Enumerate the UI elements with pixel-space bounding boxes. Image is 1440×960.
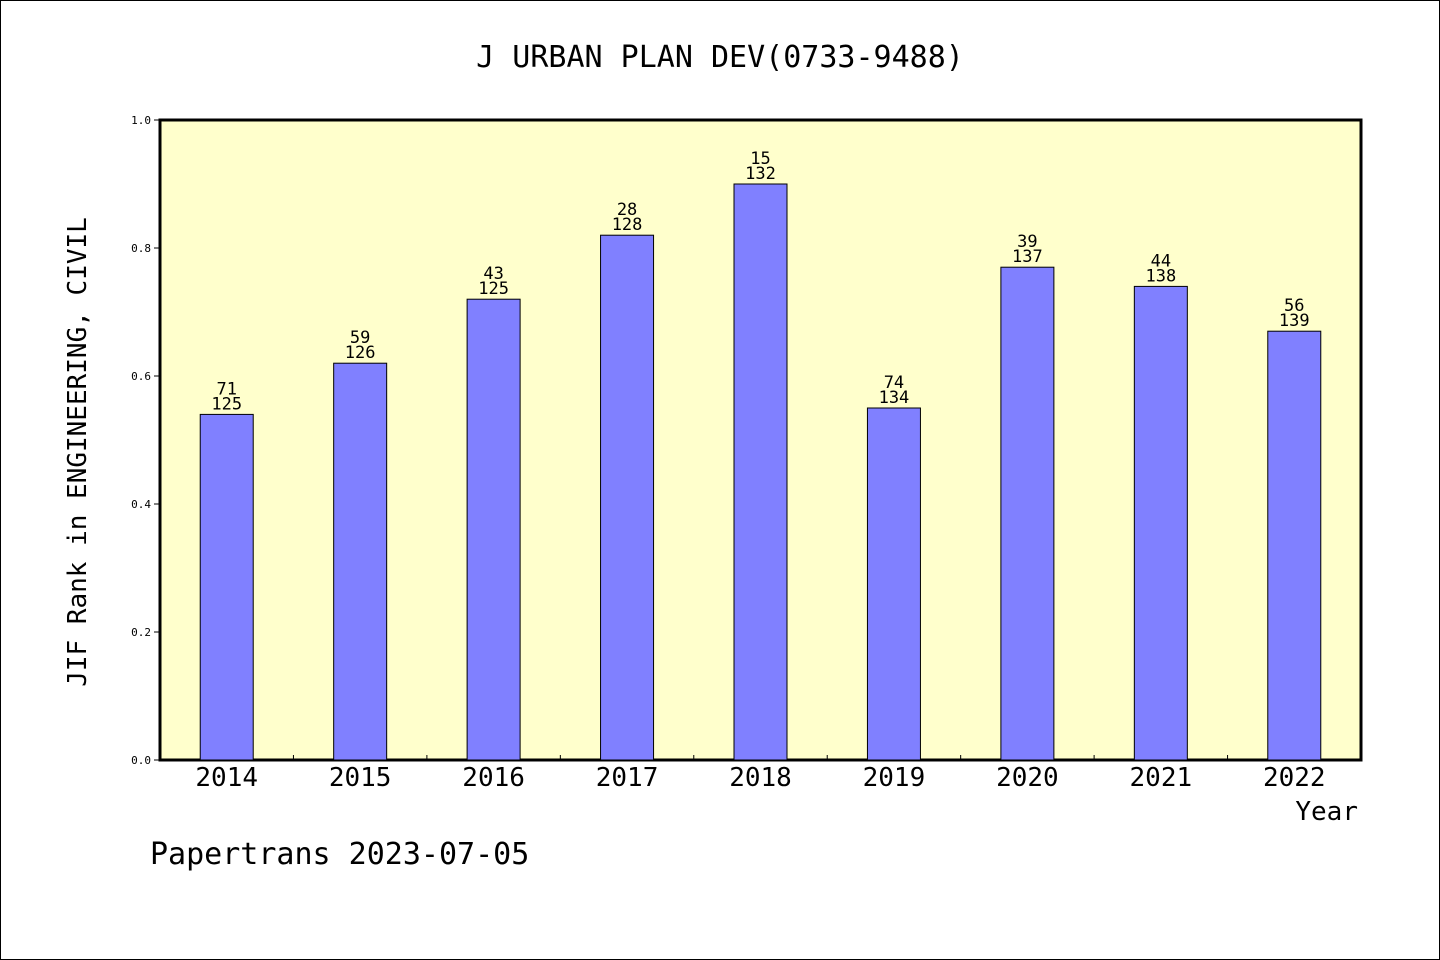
y-tick-label: 1.0 (131, 114, 151, 127)
bar-total-label: 125 (478, 279, 509, 299)
chart-title: J URBAN PLAN DEV(0733-9488) (476, 40, 964, 75)
bar-total-label: 138 (1145, 266, 1176, 286)
y-tick-label: 0.8 (131, 242, 151, 255)
y-axis: 0.0 0.2 0.4 0.6 0.8 1.0 (131, 114, 160, 767)
bar-rank-label: 28 (617, 200, 637, 220)
bar-2016 (466, 298, 521, 761)
x-tick-label: 2022 (1263, 763, 1326, 793)
bar-rank-label: 43 (483, 264, 503, 284)
x-tick-label: 2018 (729, 763, 792, 793)
bar-rank-label: 15 (750, 149, 770, 169)
bar-2022 (1267, 330, 1322, 761)
bar-total-label: 134 (879, 388, 910, 408)
x-tick-label: 2014 (195, 763, 258, 793)
x-tick-label: 2020 (996, 763, 1059, 793)
bar-2018 (733, 183, 788, 761)
x-axis-title: Year (1295, 797, 1358, 827)
bar-2021 (1133, 285, 1188, 761)
bar-2015 (333, 362, 388, 761)
bar-2017 (600, 234, 655, 761)
x-tick-label: 2021 (1130, 763, 1193, 793)
footer-text: Papertrans 2023-07-05 (150, 837, 529, 872)
bar-2014 (199, 413, 254, 761)
x-tick-label: 2015 (329, 763, 392, 793)
bar-rank-label: 56 (1284, 296, 1304, 316)
bar-rank-label: 59 (350, 328, 370, 348)
bar-total-label: 132 (745, 164, 776, 184)
x-tick-label: 2019 (863, 763, 926, 793)
y-tick-label: 0.0 (131, 754, 151, 767)
bar-series (199, 183, 1322, 761)
bar-rank-label: 71 (216, 379, 236, 399)
bar-total-label: 137 (1012, 247, 1043, 267)
y-axis-title: JIF Rank in ENGINEERING, CIVIL (63, 217, 93, 687)
bar-2019 (866, 407, 921, 761)
bar-total-label: 126 (345, 343, 376, 363)
x-tick-label: 2017 (596, 763, 659, 793)
bar-rank-label: 44 (1151, 251, 1171, 271)
bar-rank-label: 74 (884, 373, 904, 393)
x-axis: 2014 2015 2016 2017 2018 2019 2020 2021 2022 (195, 755, 1326, 793)
x-tick-label: 2016 (462, 763, 525, 793)
bar-total-label: 125 (211, 394, 242, 414)
bar-total-label: 128 (612, 215, 643, 235)
y-tick-label: 0.2 (131, 626, 151, 639)
y-tick-label: 0.4 (131, 498, 151, 511)
bar-total-label: 139 (1279, 311, 1310, 331)
bar-2020 (1000, 266, 1055, 761)
bar-rank-label: 39 (1017, 232, 1037, 252)
y-tick-label: 0.6 (131, 370, 151, 383)
